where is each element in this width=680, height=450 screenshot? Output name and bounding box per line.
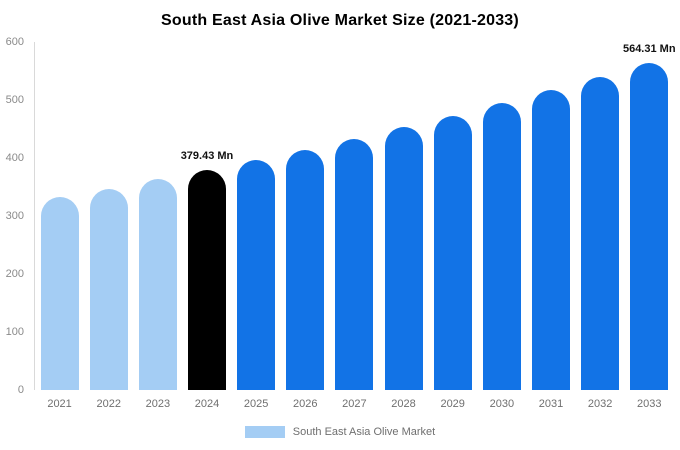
bar-2033 [630, 62, 669, 390]
x-tick-label: 2028 [391, 398, 416, 410]
bar-2027 [335, 138, 374, 390]
y-tick-label: 200 [5, 268, 24, 280]
bar-2032 [581, 76, 620, 390]
bar-value-label: 379.43 Mn [180, 149, 234, 162]
x-tick-label: 2023 [145, 398, 171, 410]
y-tick-label: 600 [5, 36, 24, 48]
x-tick-label: 2022 [96, 398, 121, 410]
legend-swatch [244, 426, 285, 438]
plot-area: 0 100 200 300 400 500 600 2021 2022 2023 379.43 M… [6, 36, 676, 410]
bar-2031 [531, 90, 570, 390]
bar-2028 [384, 127, 423, 390]
bar-2025 [237, 160, 276, 390]
bars-container: 2021 2022 2023 379.43 Mn 2024 2025 2026 2027 202… [35, 42, 676, 410]
bar-2023 [138, 179, 177, 390]
bar-2024 [187, 169, 226, 390]
x-tick-label: 2025 [243, 398, 269, 410]
x-tick-label: 2029 [440, 398, 465, 410]
bar-2026 [286, 149, 325, 390]
x-tick-label: 2030 [489, 398, 515, 410]
x-tick-label: 2027 [342, 398, 367, 410]
x-tick-label: 2024 [194, 398, 220, 410]
bar-group-2026: 2026 [286, 42, 325, 410]
x-tick-label: 2032 [587, 398, 613, 410]
y-tick-label: 500 [5, 94, 24, 106]
y-tick-label: 0 [17, 384, 24, 396]
y-tick-label: 300 [5, 210, 24, 222]
bar-group-2029: 2029 [433, 42, 472, 410]
x-tick-label: 2021 [47, 398, 72, 410]
bar-group-2030: 2030 [482, 42, 521, 410]
bar-2021 [40, 197, 79, 390]
bar-2022 [89, 188, 128, 390]
bar-group-2022: 2022 [89, 42, 128, 410]
y-tick-label: 400 [5, 152, 24, 164]
bar-group-2025: 2025 [237, 42, 276, 410]
y-tick-label: 100 [5, 326, 24, 338]
y-axis: 0 100 200 300 400 500 600 [0, 36, 30, 396]
bar-group-2031: 2031 [531, 42, 570, 410]
bar-group-2028: 2028 [384, 42, 423, 410]
bar-group-2023: 2023 [138, 42, 177, 410]
bar-group-2033: 564.31 Mn 2033 [623, 42, 676, 410]
x-tick-label: 2031 [538, 398, 564, 410]
x-tick-label: 2033 [637, 398, 662, 410]
legend-label: South East Asia Olive Market [292, 426, 436, 438]
bar-2030 [482, 103, 521, 390]
bar-group-2027: 2027 [335, 42, 374, 410]
x-tick-label: 2026 [293, 398, 318, 410]
bar-2029 [433, 115, 472, 390]
bar-group-2024: 379.43 Mn 2024 [181, 42, 234, 410]
bar-value-label: 564.31 Mn [622, 42, 676, 55]
chart-title: South East Asia Olive Market Size (2021-… [161, 12, 519, 29]
bar-group-2021: 2021 [40, 42, 79, 410]
legend: South East Asia Olive Market [0, 426, 680, 438]
bar-group-2032: 2032 [581, 42, 620, 410]
